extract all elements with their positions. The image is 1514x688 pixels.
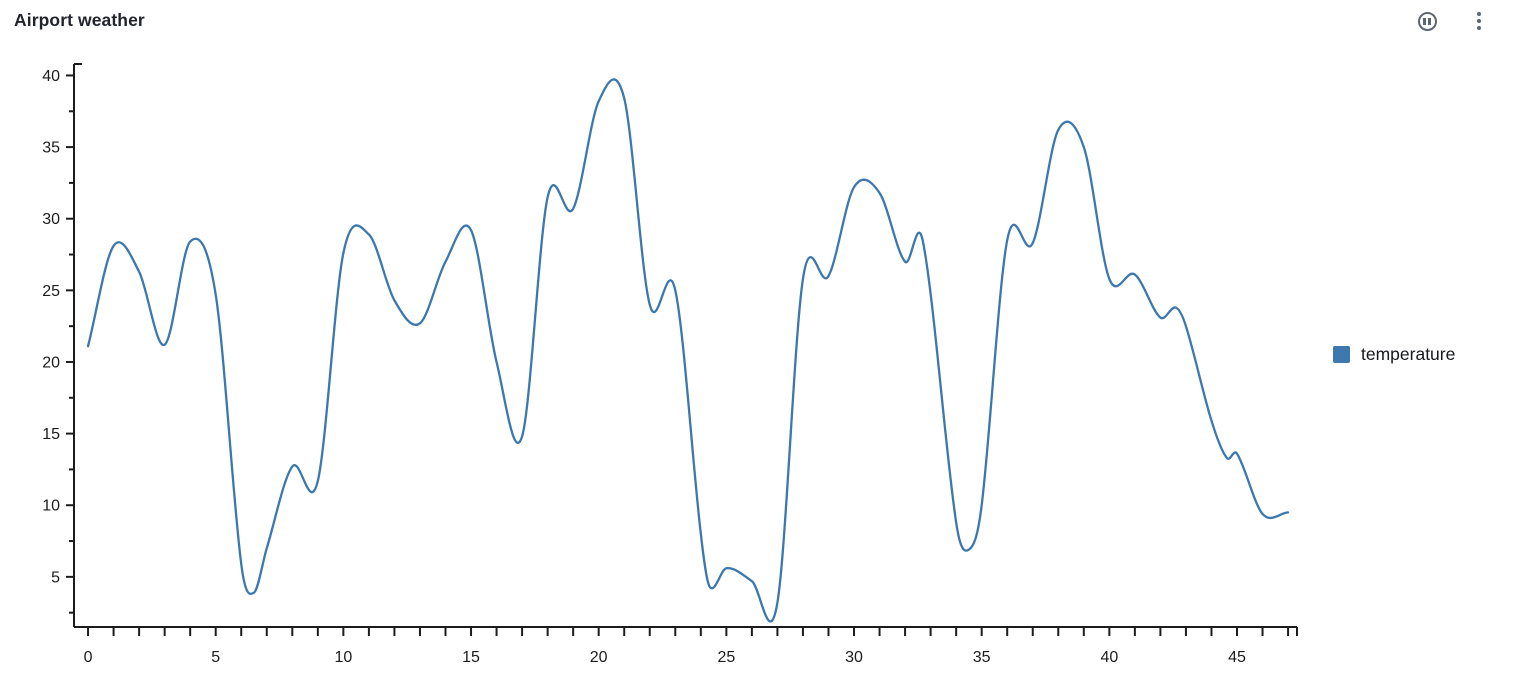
kebab-menu-icon bbox=[1477, 12, 1481, 30]
y-tick-label: 30 bbox=[42, 211, 60, 228]
y-tick-label: 20 bbox=[42, 354, 60, 371]
x-tick-label: 45 bbox=[1228, 649, 1246, 666]
y-tick-label: 15 bbox=[42, 426, 60, 443]
y-tick-label: 10 bbox=[42, 498, 60, 515]
y-tick-label: 25 bbox=[42, 283, 60, 300]
y-tick-label: 5 bbox=[51, 569, 60, 586]
x-tick-label: 35 bbox=[973, 649, 991, 666]
x-tick-label: 10 bbox=[334, 649, 352, 666]
temperature-line bbox=[86, 78, 1290, 623]
pause-circle-icon bbox=[1417, 11, 1437, 31]
page-title: Airport weather bbox=[14, 10, 145, 30]
pause-button[interactable] bbox=[1414, 8, 1440, 34]
y-tick-label: 35 bbox=[42, 140, 60, 157]
x-tick-label: 15 bbox=[462, 649, 480, 666]
panel-menu-button[interactable] bbox=[1466, 8, 1492, 34]
x-tick-label: 5 bbox=[211, 649, 220, 666]
legend: temperature bbox=[1333, 344, 1455, 365]
x-tick-label: 25 bbox=[717, 649, 735, 666]
panel-header-actions bbox=[1414, 8, 1492, 34]
legend-swatch-temperature[interactable] bbox=[1333, 346, 1350, 363]
x-tick-label: 40 bbox=[1100, 649, 1118, 666]
x-tick-label: 30 bbox=[845, 649, 863, 666]
x-tick-label: 0 bbox=[84, 649, 93, 666]
x-tick-label: 20 bbox=[590, 649, 608, 666]
legend-label-temperature[interactable]: temperature bbox=[1361, 344, 1456, 364]
y-tick-label: 40 bbox=[42, 68, 60, 85]
